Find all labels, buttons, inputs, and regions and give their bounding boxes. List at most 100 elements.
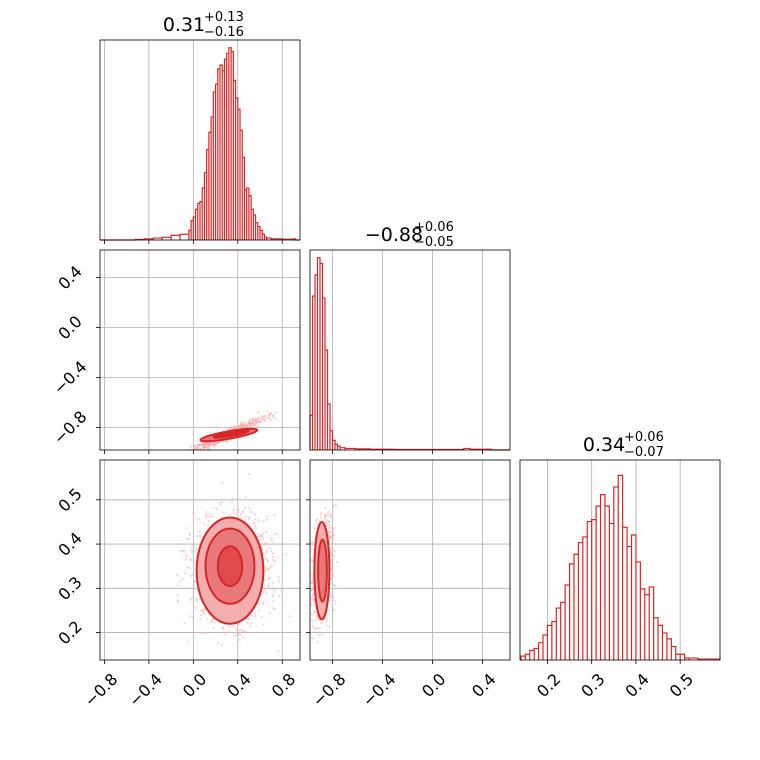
sample-point [160,461,162,463]
sample-point [221,643,224,647]
sample-point [270,550,273,553]
sample-point [176,600,179,603]
sample-point [310,597,313,600]
sample-point [329,513,333,516]
sample-point [248,472,251,475]
sample-point [181,577,184,580]
sample-point [262,603,265,606]
panel-31-x-ticklabel: 0.0 [179,670,210,701]
sample-point [264,578,267,581]
sample-point [234,634,237,637]
sample-point [257,518,260,522]
sample-point [240,629,244,632]
hist-param-3-x-ticklabel: 0.5 [666,670,697,701]
sample-point [260,616,263,619]
sample-point [232,496,235,500]
sample-point [311,624,315,627]
sample-point [314,618,317,621]
sample-point [186,451,188,453]
sample-point [213,506,216,509]
sample-point [242,636,245,639]
sample-point [271,558,274,562]
sample-point [203,450,205,452]
hist-param-3-x-ticklabel: 0.2 [533,670,564,701]
hist-param-2-title-minus: −0.05 [414,235,454,250]
sample-point [334,584,337,587]
sample-point [262,532,265,535]
sample-point [246,621,249,624]
sample-point [230,500,234,503]
sample-point [252,424,255,427]
sample-point [253,524,256,528]
sample-point [267,559,270,563]
sample-point [249,422,252,425]
sample-point [332,566,335,569]
sample-point [232,508,235,511]
sample-point [258,418,261,421]
sample-point [334,602,337,605]
sample-point [332,505,335,508]
sample-point [243,425,246,429]
sample-point [328,625,331,628]
sample-point [186,455,188,457]
sample-point [277,580,281,583]
sample-point [310,589,314,592]
sample-point [264,589,267,592]
sample-point [192,561,195,564]
sample-point [205,515,208,518]
sample-point [325,624,328,627]
sample-point [196,535,199,538]
sample-point [222,511,225,514]
sample-point [221,481,224,485]
sample-point [330,553,333,556]
sample-point [330,527,333,530]
sample-point [248,506,251,510]
sample-point [314,519,318,522]
sample-point [274,607,277,610]
panel-31-y-ticklabel: 0.3 [54,573,85,604]
sample-point [325,618,329,621]
sample-point [202,443,205,446]
panel-32-x-ticklabel: −0.8 [309,670,350,711]
sample-point [190,596,194,599]
sample-point [253,418,256,421]
sample-point [270,537,273,540]
sample-point [200,609,203,612]
sample-point [190,547,193,550]
sample-point [249,625,252,628]
sample-point [170,463,172,465]
sample-point [196,444,200,447]
sample-point [310,602,313,605]
sample-point [187,537,190,540]
sample-point [248,420,251,423]
sample-point [184,572,187,575]
sample-point [254,517,257,521]
sample-point [266,410,269,413]
sample-point [198,447,201,450]
sample-point [227,625,230,628]
sample-point [318,627,321,630]
sample-point [319,516,323,519]
sample-point [237,508,240,511]
contour-21-inner [212,428,250,439]
sample-point [189,456,191,458]
sample-point [243,506,246,510]
sample-point [186,640,189,643]
sample-point [184,554,187,557]
contour-31-inner [216,545,244,588]
sample-point [306,612,308,614]
sample-point [164,456,166,458]
sample-point [238,629,241,632]
sample-point [333,527,336,530]
sample-point [213,621,216,624]
panel-32-x-ticklabel: 0.0 [418,670,449,701]
sample-point [217,641,220,644]
sample-point [250,613,253,617]
sample-point [239,425,242,428]
sample-point [204,444,207,448]
sample-point [278,595,281,598]
sample-point [264,416,267,420]
sample-point [196,453,198,455]
sample-point [244,495,247,499]
sample-point [189,454,191,456]
